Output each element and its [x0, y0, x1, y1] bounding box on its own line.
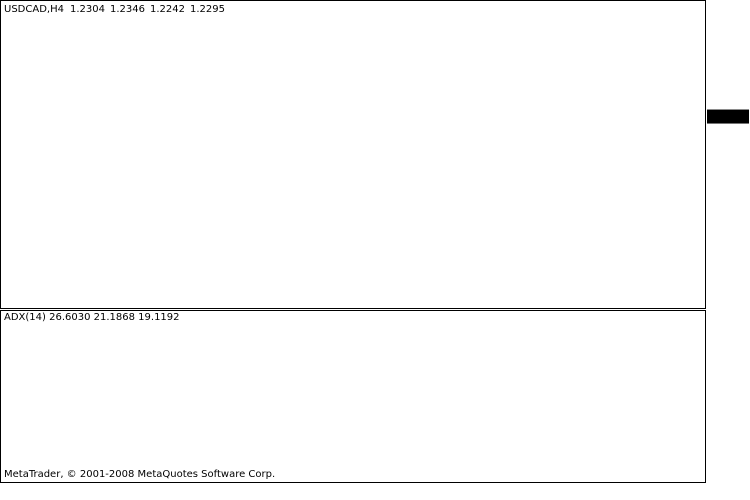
last-open: 1.2304 [70, 4, 105, 15]
symbol: USDCAD,H4 [4, 4, 64, 15]
copyright: MetaTrader, © 2001-2008 MetaQuotes Softw… [4, 469, 275, 480]
indicator-panel [0, 310, 706, 483]
last-high: 1.2346 [110, 4, 145, 15]
last-low: 1.2242 [150, 4, 185, 15]
indicator-title: ADX(14) 26.6030 21.1868 19.1192 [4, 312, 180, 323]
text-layer: USDCAD,H4 1.2304 1.2346 1.2242 1.2295 AD… [4, 4, 749, 480]
price-label-box [707, 109, 749, 124]
last-close: 1.2295 [190, 4, 225, 15]
price-panel [0, 0, 706, 309]
